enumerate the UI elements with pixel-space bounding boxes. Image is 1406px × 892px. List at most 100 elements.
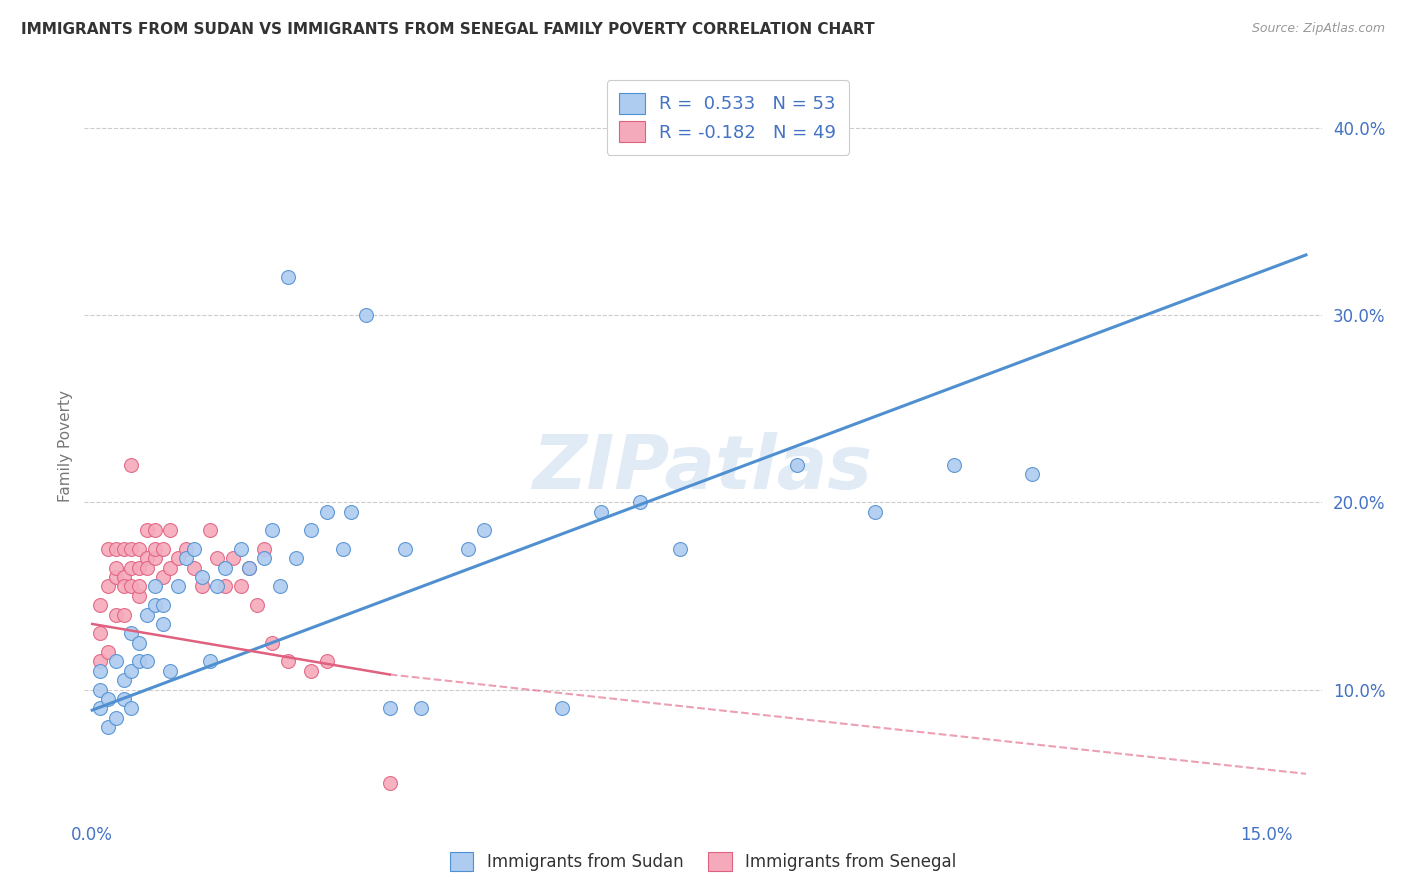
Point [786, 458, 808, 472]
Point [159, 664, 181, 678]
Point [229, 580, 252, 594]
Point [865, 505, 887, 519]
Point [277, 270, 299, 285]
Point [104, 561, 127, 575]
Point [191, 570, 214, 584]
Point [136, 561, 159, 575]
Point [128, 561, 150, 575]
Text: Source: ZipAtlas.com: Source: ZipAtlas.com [1251, 22, 1385, 36]
Point [378, 701, 401, 715]
Point [104, 710, 127, 724]
Point [198, 655, 221, 669]
Point [198, 523, 221, 537]
Point [120, 542, 142, 557]
Point [174, 551, 197, 566]
Point [378, 776, 401, 790]
Point [120, 580, 142, 594]
Text: ZIPatlas: ZIPatlas [533, 432, 873, 505]
Point [136, 523, 159, 537]
Point [89, 655, 111, 669]
Point [628, 495, 651, 509]
Point [112, 673, 135, 688]
Point [89, 626, 111, 640]
Point [332, 542, 354, 557]
Point [238, 561, 260, 575]
Point [591, 505, 613, 519]
Point [104, 570, 127, 584]
Point [120, 701, 142, 715]
Point [409, 701, 432, 715]
Point [207, 580, 229, 594]
Point [229, 542, 252, 557]
Point [167, 551, 190, 566]
Text: IMMIGRANTS FROM SUDAN VS IMMIGRANTS FROM SENEGAL FAMILY POVERTY CORRELATION CHAR: IMMIGRANTS FROM SUDAN VS IMMIGRANTS FROM… [21, 22, 875, 37]
Point [97, 645, 120, 659]
Point [207, 551, 229, 566]
Point [120, 458, 142, 472]
Point [120, 664, 142, 678]
Y-axis label: Family Poverty: Family Poverty [58, 390, 73, 502]
Point [262, 523, 284, 537]
Point [457, 542, 479, 557]
Point [104, 542, 127, 557]
Point [152, 617, 174, 632]
Point [301, 523, 323, 537]
Point [143, 523, 166, 537]
Point [143, 551, 166, 566]
Point [316, 655, 339, 669]
Point [136, 551, 159, 566]
Legend: R =  0.533   N = 53, R = -0.182   N = 49: R = 0.533 N = 53, R = -0.182 N = 49 [607, 80, 849, 154]
Point [1021, 467, 1043, 482]
Point [284, 551, 307, 566]
Point [238, 561, 260, 575]
Point [128, 655, 150, 669]
Point [136, 655, 159, 669]
Point [214, 561, 236, 575]
Point [183, 542, 205, 557]
Point [112, 580, 135, 594]
Point [97, 720, 120, 734]
Point [472, 523, 495, 537]
Point [246, 599, 269, 613]
Point [143, 580, 166, 594]
Point [120, 626, 142, 640]
Point [262, 635, 284, 649]
Point [104, 655, 127, 669]
Point [167, 580, 190, 594]
Point [89, 664, 111, 678]
Point [97, 542, 120, 557]
Point [120, 561, 142, 575]
Point [112, 607, 135, 622]
Legend: Immigrants from Sudan, Immigrants from Senegal: Immigrants from Sudan, Immigrants from S… [441, 843, 965, 880]
Point [269, 580, 291, 594]
Point [89, 682, 111, 697]
Point [152, 570, 174, 584]
Point [356, 308, 378, 322]
Point [214, 580, 236, 594]
Point [128, 589, 150, 603]
Point [174, 542, 197, 557]
Point [316, 505, 339, 519]
Point [128, 580, 150, 594]
Point [143, 599, 166, 613]
Point [143, 542, 166, 557]
Point [277, 655, 299, 669]
Point [301, 664, 323, 678]
Point [152, 599, 174, 613]
Point [551, 701, 574, 715]
Point [128, 635, 150, 649]
Point [89, 599, 111, 613]
Point [97, 580, 120, 594]
Point [104, 607, 127, 622]
Point [89, 701, 111, 715]
Point [942, 458, 965, 472]
Point [152, 542, 174, 557]
Point [394, 542, 416, 557]
Point [128, 542, 150, 557]
Point [668, 542, 690, 557]
Point [339, 505, 361, 519]
Point [159, 561, 181, 575]
Point [253, 542, 276, 557]
Point [97, 692, 120, 706]
Point [112, 692, 135, 706]
